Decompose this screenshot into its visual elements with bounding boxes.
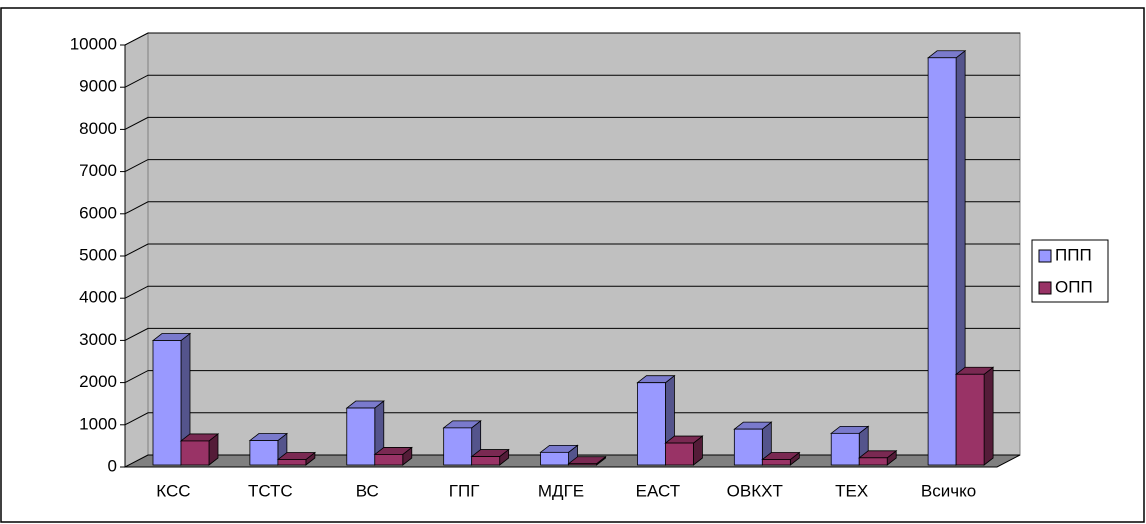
bar xyxy=(637,382,666,466)
bar xyxy=(152,340,182,466)
y-tick-label: 7000 xyxy=(79,161,117,180)
x-tick-label: МДГЕ xyxy=(538,481,584,500)
bar xyxy=(249,440,279,466)
legend-swatch xyxy=(1038,249,1052,263)
x-tick-label: ГПГ xyxy=(449,481,480,500)
bar xyxy=(761,459,791,466)
bar xyxy=(443,427,473,466)
bar xyxy=(830,432,860,466)
y-tick-label: 6000 xyxy=(79,203,117,222)
bar xyxy=(374,454,404,466)
x-tick-label: ОВКХТ xyxy=(727,481,783,500)
x-tick-label: ЕАСТ xyxy=(636,481,680,500)
bar xyxy=(471,456,501,466)
y-tick-label: 5000 xyxy=(79,245,117,264)
legend-label: ОПП xyxy=(1055,277,1093,296)
bar xyxy=(858,457,888,466)
bar xyxy=(955,373,985,466)
x-tick-label: Всичко xyxy=(921,481,976,500)
x-tick-label: ТЕХ xyxy=(835,481,868,500)
bar xyxy=(346,407,376,466)
grid-line xyxy=(124,32,1020,46)
grid-line xyxy=(124,159,1020,173)
y-tick-label: 10000 xyxy=(70,34,117,53)
grid-line xyxy=(124,327,1020,341)
grid-line xyxy=(124,74,1020,88)
grid-line xyxy=(124,412,1020,426)
y-tick-label: 0 xyxy=(108,456,117,475)
x-tick-label: ТСТС xyxy=(248,481,293,500)
grid-line xyxy=(124,116,1020,130)
bar xyxy=(180,440,210,466)
y-tick-label: 4000 xyxy=(79,288,117,307)
bar xyxy=(540,451,569,466)
bar xyxy=(927,57,957,466)
y-tick-label: 1000 xyxy=(79,414,117,433)
y-tick-label: 8000 xyxy=(79,119,117,138)
bar-side xyxy=(983,366,994,466)
y-tick-label: 3000 xyxy=(79,330,117,349)
grid-line xyxy=(124,370,1020,384)
grid-line xyxy=(124,201,1020,215)
bar xyxy=(733,428,763,466)
grid-line xyxy=(124,243,1020,257)
bar xyxy=(277,459,307,466)
grid-line xyxy=(124,285,1020,299)
y-tick-label: 9000 xyxy=(79,77,117,96)
legend-label: ППП xyxy=(1055,245,1092,264)
bar xyxy=(665,442,694,466)
x-tick-label: КСС xyxy=(156,481,190,500)
y-tick-label: 2000 xyxy=(79,372,117,391)
legend-swatch xyxy=(1038,281,1052,295)
bar xyxy=(568,463,597,466)
x-tick-label: ВС xyxy=(356,481,379,500)
